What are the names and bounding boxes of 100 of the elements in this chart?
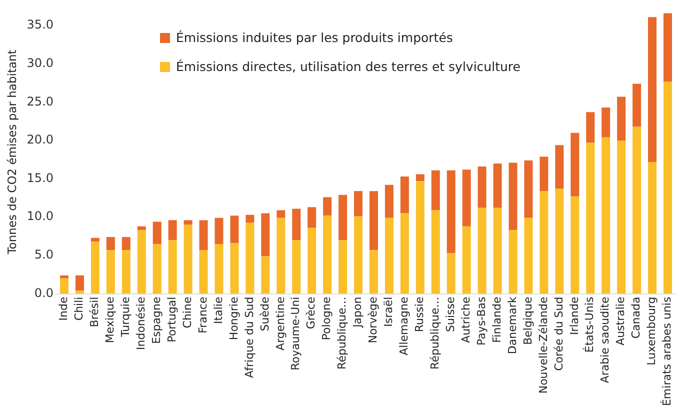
y-tick-label: 30.0 (26, 56, 54, 70)
bar (617, 96, 626, 140)
legend-label: Émissions directes, utilisation des terres et sylviculture (176, 59, 520, 74)
bar (663, 81, 672, 294)
x-tick-label: Italie (212, 296, 225, 324)
y-tick-label: 35.0 (26, 18, 54, 32)
bar (122, 237, 130, 250)
bar (446, 170, 456, 254)
x-tick-label: Émirats arabes unis (660, 296, 674, 406)
bar (462, 226, 471, 294)
bar (90, 238, 100, 242)
x-tick-label: Mexique (104, 296, 117, 344)
bar (230, 216, 239, 244)
x-tick-label: Chili (72, 296, 86, 321)
bar (632, 126, 642, 294)
x-tick-label: Belgique (521, 296, 534, 345)
x-tick-label: Indonésie (134, 296, 148, 350)
bar (199, 250, 208, 294)
bar (354, 191, 363, 216)
bar (308, 207, 316, 228)
legend-label: Émissions induites par les produits importés (176, 30, 453, 45)
x-tick-label: Japon (351, 296, 364, 328)
x-tick-label: Espagne (150, 296, 163, 344)
bar (446, 253, 456, 294)
bar (354, 216, 363, 294)
x-tick-label: Norvège (366, 296, 380, 344)
x-tick-label: Corée du Sud (552, 296, 566, 371)
x-tick-label: États-Unis (582, 296, 596, 353)
y-axis-title: Tonnes de CO2 émises par habitant (4, 49, 19, 256)
bar (493, 163, 502, 208)
bar (524, 160, 533, 218)
x-tick-label: Turquie (119, 296, 132, 338)
bar (106, 237, 115, 250)
bar (261, 213, 270, 256)
x-tick-label: France (196, 296, 210, 334)
bar (555, 145, 564, 189)
bar (168, 220, 177, 240)
bar (90, 242, 100, 294)
bar (478, 208, 486, 294)
bar (184, 224, 192, 294)
bar (152, 244, 162, 294)
x-tick-label: Portugal (165, 296, 178, 342)
x-tick-label: Irlande (568, 296, 581, 336)
x-tick-label: Israël (382, 296, 396, 327)
bar (308, 228, 316, 294)
bar (261, 256, 270, 294)
y-tick-label: 20.0 (26, 132, 54, 147)
bar (246, 222, 254, 294)
bar (384, 218, 394, 294)
x-tick-label: Grèce (304, 296, 318, 330)
bar (586, 112, 595, 143)
x-tick-label: Pologne (320, 296, 334, 340)
y-tick-label: 10.0 (26, 209, 54, 224)
x-tick-label: Autriche (459, 296, 472, 343)
x-tick-label: Arabie saoudite (598, 296, 612, 384)
x-tick-label: Pays-Bas (474, 296, 488, 346)
bar (75, 290, 84, 294)
x-tick-label: Inde (57, 296, 70, 321)
bar (462, 170, 471, 226)
bar (276, 210, 286, 218)
bar (106, 250, 115, 294)
x-tick-label: Suisse (444, 296, 457, 332)
y-tick-label: 25.0 (26, 94, 54, 108)
bar (663, 13, 672, 82)
x-tick-label: Australie (614, 296, 628, 346)
bar (230, 243, 239, 294)
bar (60, 275, 69, 278)
bar (214, 244, 224, 294)
bar (199, 220, 208, 250)
bar (570, 196, 580, 294)
bar (602, 137, 610, 294)
bar (369, 191, 378, 250)
bar (540, 156, 548, 192)
bar (75, 275, 84, 291)
x-tick-label: Nouvelle-Zélande (536, 296, 550, 394)
bar (431, 210, 440, 294)
bar (184, 220, 192, 225)
bar (338, 240, 348, 294)
x-tick-label: Suède (258, 296, 272, 332)
x-tick-label: République… (336, 296, 349, 370)
bar (292, 240, 301, 294)
bar (338, 194, 348, 240)
bar (214, 218, 224, 244)
x-tick-label: Royaume-Uni (289, 296, 302, 370)
bar (400, 176, 409, 214)
bar (137, 230, 146, 294)
bar (60, 278, 69, 294)
x-tick-label: République… (428, 296, 442, 370)
bar (493, 208, 502, 294)
bar (323, 216, 332, 294)
bar (555, 188, 564, 294)
bar (508, 230, 518, 294)
bar (431, 170, 440, 210)
bar (323, 197, 332, 216)
bar (648, 162, 657, 294)
bar (540, 191, 548, 294)
bar (508, 162, 518, 230)
x-tick-label: Hongrie (227, 296, 240, 340)
bar (122, 250, 130, 294)
x-tick-label: Allemagne (398, 296, 411, 356)
